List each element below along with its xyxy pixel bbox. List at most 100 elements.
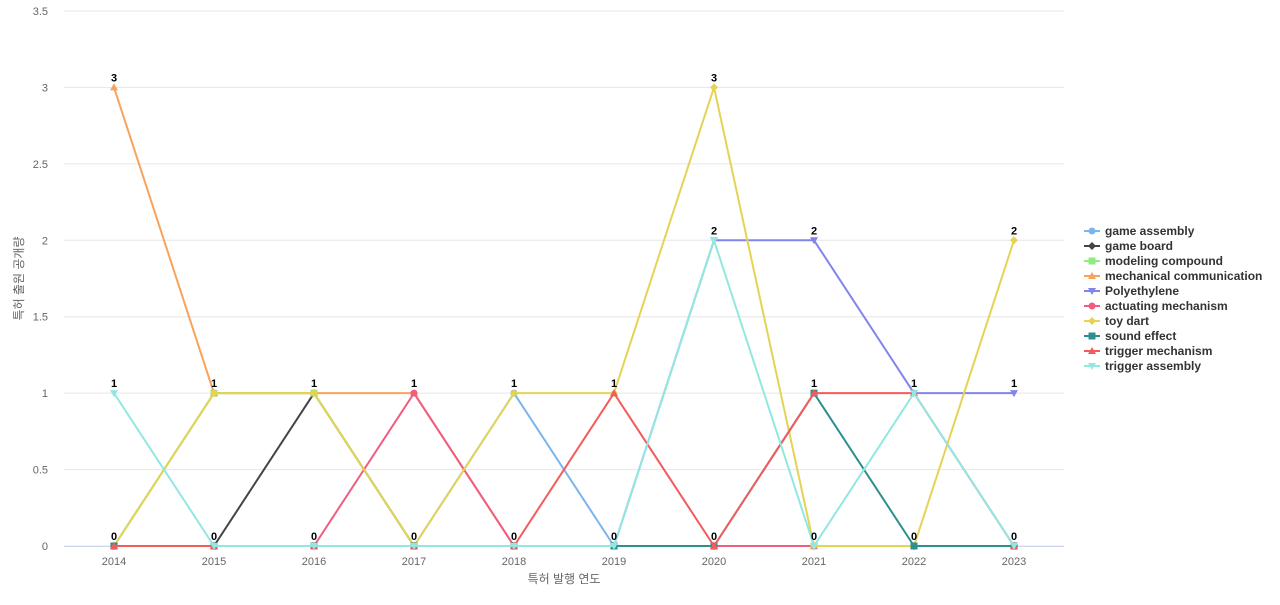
data-point <box>610 389 618 397</box>
data-point <box>110 542 118 549</box>
y-tick-label: 1 <box>42 388 48 400</box>
legend-item[interactable]: modeling compound <box>1084 254 1223 268</box>
y-tick-label: 3 <box>42 82 48 94</box>
x-tick-label: 2022 <box>902 556 926 568</box>
y-axis-title: 특허 출원 공개량 <box>12 237 26 321</box>
legend-label: trigger assembly <box>1105 359 1201 373</box>
data-label: 0 <box>511 531 517 543</box>
series-trigger-mechanism <box>110 389 1018 549</box>
legend-marker <box>1088 242 1096 250</box>
legend-item[interactable]: game assembly <box>1084 224 1195 238</box>
legend-label: trigger mechanism <box>1105 344 1212 358</box>
data-label: 1 <box>911 378 917 390</box>
data-label: 0 <box>311 531 317 543</box>
data-label: 1 <box>411 378 417 390</box>
legend-label: toy dart <box>1105 314 1149 328</box>
legend-item[interactable]: game board <box>1084 239 1173 253</box>
data-point <box>310 543 318 550</box>
data-point <box>110 83 118 91</box>
legend-label: game board <box>1105 239 1173 253</box>
x-tick-label: 2014 <box>102 556 126 568</box>
series-lines <box>110 83 1018 550</box>
data-point <box>710 542 718 549</box>
data-point <box>110 390 118 398</box>
data-label: 0 <box>111 531 117 543</box>
legend-item[interactable]: mechanical communication <box>1084 269 1262 283</box>
data-label: 2 <box>811 225 817 237</box>
y-tick-label: 1.5 <box>33 312 48 324</box>
legend-marker <box>1088 288 1096 295</box>
data-point <box>210 389 218 398</box>
legend-label: mechanical communication <box>1105 269 1262 283</box>
data-label: 1 <box>1011 378 1017 390</box>
legend-item[interactable]: trigger mechanism <box>1084 344 1212 358</box>
data-point <box>310 389 318 398</box>
legend-marker <box>1088 302 1096 310</box>
data-label: 0 <box>611 531 617 543</box>
data-point <box>710 237 718 245</box>
data-point <box>410 389 418 397</box>
data-label: 0 <box>711 531 717 543</box>
data-label: 1 <box>111 378 117 390</box>
legend-marker <box>1088 363 1096 370</box>
data-label: 1 <box>511 378 517 390</box>
data-label: 1 <box>211 378 217 390</box>
legend-item[interactable]: Polyethylene <box>1084 284 1179 298</box>
data-point <box>810 543 818 550</box>
legend-marker <box>1088 272 1096 279</box>
y-tick-label: 0 <box>42 541 48 553</box>
legend-marker <box>1088 257 1096 265</box>
legend-item[interactable]: trigger assembly <box>1084 359 1201 373</box>
legend-label: modeling compound <box>1105 254 1223 268</box>
x-axis-ticks: 2014 2015 2016 2017 2018 2019 2020 2021 2022 2023 <box>102 556 1026 568</box>
y-tick-label: 2 <box>42 235 48 247</box>
legend-item[interactable]: actuating mechanism <box>1084 299 1228 313</box>
legend-item[interactable]: toy dart <box>1084 314 1149 328</box>
y-axis-ticks: 0 0.5 1 1.5 2 2.5 3 3.5 <box>33 6 48 553</box>
data-point <box>1010 236 1018 245</box>
series-trigger-assembly <box>110 237 1018 550</box>
x-tick-label: 2023 <box>1002 556 1026 568</box>
data-point <box>710 83 718 92</box>
y-tick-label: 2.5 <box>33 159 48 171</box>
legend-marker <box>1088 317 1096 325</box>
data-label: 1 <box>311 378 317 390</box>
legend-label: actuating mechanism <box>1105 299 1228 313</box>
y-tick-label: 3.5 <box>33 6 48 18</box>
x-tick-label: 2018 <box>502 556 526 568</box>
data-point <box>1010 390 1018 398</box>
data-point <box>810 389 818 397</box>
legend-label: Polyethylene <box>1105 284 1179 298</box>
data-label: 0 <box>411 531 417 543</box>
data-label: 1 <box>811 378 817 390</box>
x-tick-label: 2016 <box>302 556 326 568</box>
data-label: 0 <box>211 531 217 543</box>
data-point <box>510 389 518 398</box>
grid-lines <box>64 10 1064 547</box>
data-point <box>910 542 918 550</box>
series-line <box>113 86 1015 547</box>
x-tick-label: 2021 <box>802 556 826 568</box>
x-axis-title: 특허 발행 연도 <box>528 571 601 586</box>
legend-item[interactable]: sound effect <box>1084 329 1176 343</box>
legend-marker <box>1088 227 1096 235</box>
x-tick-label: 2017 <box>402 556 426 568</box>
y-tick-label: 0.5 <box>33 465 48 477</box>
data-label: 3 <box>711 72 717 84</box>
data-point <box>810 237 818 245</box>
data-label: 0 <box>911 531 917 543</box>
series-line <box>113 239 1015 547</box>
x-tick-label: 2019 <box>602 556 626 568</box>
data-point <box>610 543 618 550</box>
data-point <box>210 543 218 550</box>
data-point <box>910 390 918 398</box>
data-point <box>510 543 518 550</box>
data-point <box>1010 543 1018 550</box>
data-label: 0 <box>811 531 817 543</box>
legend-marker <box>1088 347 1096 354</box>
data-label: 3 <box>111 72 117 84</box>
data-label: 1 <box>611 378 617 390</box>
